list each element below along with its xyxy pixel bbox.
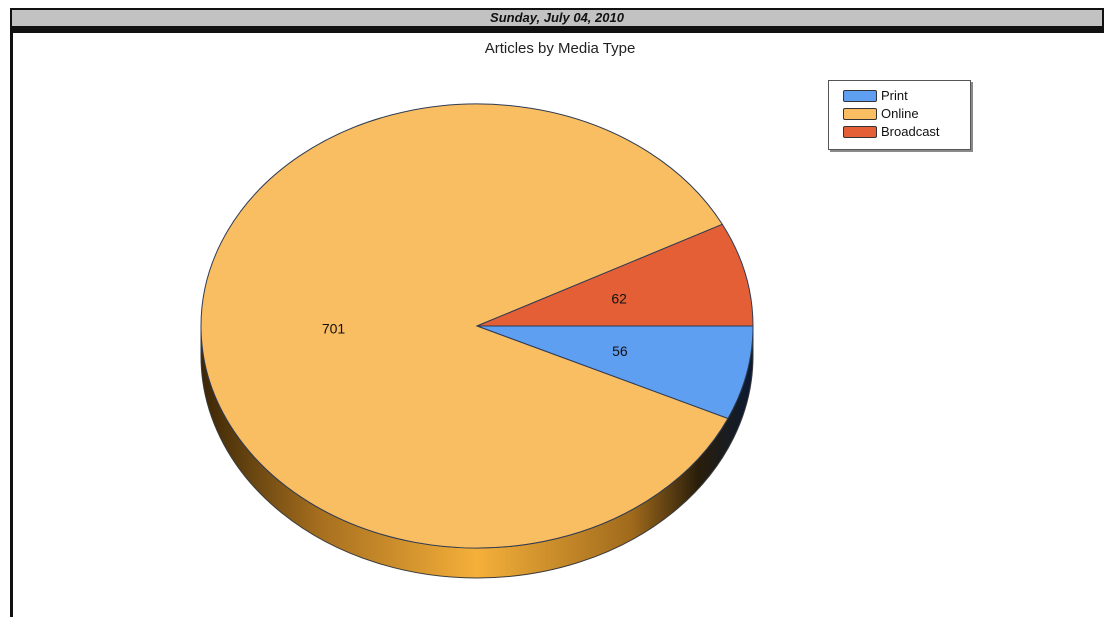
pie-slice-print xyxy=(476,325,754,420)
legend-label-online: Online xyxy=(881,106,919,121)
legend-item-online: Online xyxy=(829,105,970,123)
data-label-print: 56 xyxy=(612,343,628,359)
chart-title: Articles by Media Type xyxy=(484,40,636,57)
legend-label-broadcast: Broadcast xyxy=(881,124,940,139)
pie-data-labels: 56 701 62 xyxy=(322,290,628,359)
legend-item-broadcast: Broadcast xyxy=(829,123,970,141)
pie-slice-online xyxy=(200,103,729,549)
legend-label-print: Print xyxy=(881,88,908,103)
pie-slices xyxy=(200,103,754,549)
legend-swatch-broadcast xyxy=(843,126,877,138)
legend-swatch-online xyxy=(843,108,877,120)
legend: Print Online Broadcast xyxy=(828,80,971,150)
date-header: Sunday, July 04, 2010 xyxy=(10,8,1104,28)
report-frame xyxy=(10,28,1104,617)
data-label-broadcast: 62 xyxy=(611,290,627,306)
legend-item-print: Print xyxy=(829,87,970,105)
pie-slice-broadcast xyxy=(476,223,754,327)
legend-swatch-print xyxy=(843,90,877,102)
data-label-online: 701 xyxy=(322,321,346,337)
